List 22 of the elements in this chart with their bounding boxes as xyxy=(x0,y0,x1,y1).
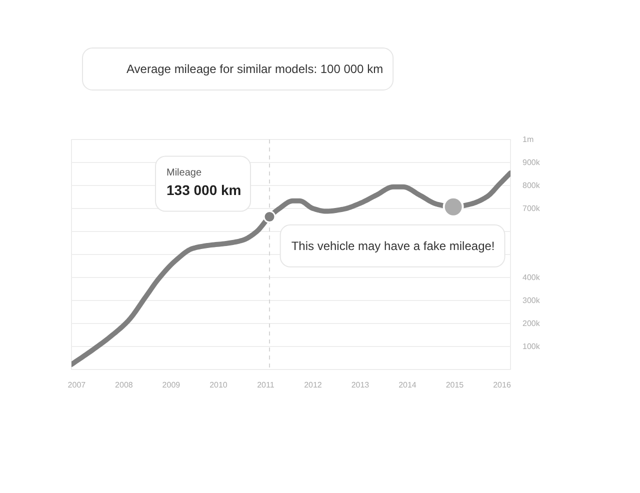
x-tick-label: 2016 xyxy=(493,380,512,390)
y-tick-label: 900k xyxy=(522,158,541,167)
text: Average mileage for similar models: 100 000 km xyxy=(126,62,384,76)
x-tick-label: 2009 xyxy=(162,380,181,390)
x-tick-label: 2011 xyxy=(257,380,275,390)
y-tick-label: 700k xyxy=(522,204,541,213)
x-tick-label: 2013 xyxy=(351,380,370,390)
x-tick-label: 2007 xyxy=(68,380,86,390)
y-tick-label: 800k xyxy=(522,181,541,190)
x-tick-label: 2010 xyxy=(210,380,228,390)
y-tick-label: 400k xyxy=(522,273,541,282)
x-tick-label: 2014 xyxy=(398,380,417,390)
x-tick-label: 2012 xyxy=(304,380,322,390)
annotation: Mileage xyxy=(166,167,202,178)
y-tick-label: 200k xyxy=(522,319,541,328)
annotation: This vehicle may have a fake mileage! xyxy=(291,238,495,253)
y-tick-label: 100k xyxy=(522,342,541,351)
x-tick-label: 2015 xyxy=(446,380,464,390)
annotation: 133 000 km xyxy=(166,182,242,198)
y-tick-label: 1m xyxy=(522,135,534,144)
x-tick-label: 2008 xyxy=(115,380,134,390)
y-tick-label: 300k xyxy=(522,296,541,305)
